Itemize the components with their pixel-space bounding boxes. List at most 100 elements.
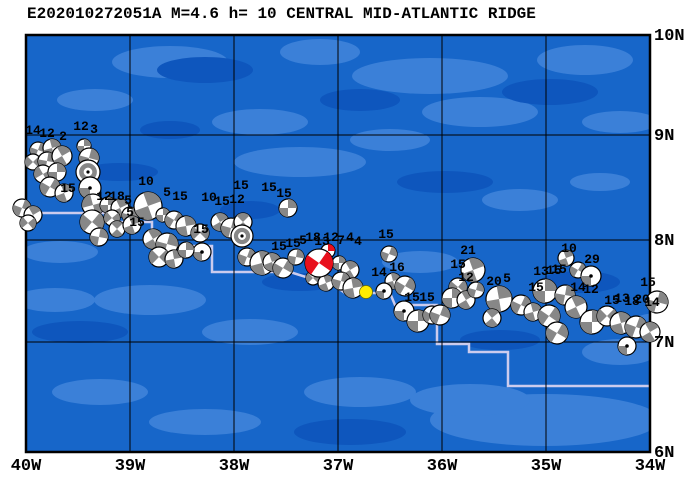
beachball-quadrant [250,263,266,275]
depth-label: 15 [261,180,277,195]
depth-label: 7 [337,233,345,248]
beachball [485,285,513,313]
depth-label: 15 [129,215,145,230]
beachball [190,223,210,243]
beachball-quadrant [318,283,329,291]
latitude-label: 9N [654,127,674,146]
beachball-quadrant [571,296,586,307]
beachball [380,245,398,263]
beachball-quadrant [100,205,108,213]
beachball-quadrant [193,252,202,261]
beachball-quadrant [468,287,476,298]
bathymetry-dark-patch [32,321,128,343]
bathymetry-light-patch [149,409,261,435]
beachball [429,304,451,326]
epicenter-marker [359,285,373,299]
beachball [537,304,561,328]
depth-label: 15 [419,290,435,305]
depth-label: 4 [354,234,362,249]
longitude-label: 34W [635,457,666,476]
depth-label: 15 [450,257,466,272]
beachball-quadrant [394,311,404,321]
beachball-quadrant [565,285,575,297]
beachball-quadrant [486,309,499,318]
longitude-label: 40W [11,457,42,476]
bathymetry-dark-patch [220,201,280,219]
bathymetry-light-patch [582,111,650,133]
highlight-beachball [304,248,334,278]
beachball-quadrant [423,310,432,323]
bathymetry-dark-patch [140,121,200,139]
longitude-label: 37W [323,457,354,476]
beachball-quadrant [82,194,93,208]
bathymetry-light-patch [234,147,366,177]
beachball-quadrant [13,204,22,217]
beachball-quadrant [178,250,186,258]
beachball [580,265,602,287]
beachball-quadrant [40,182,50,196]
beachball [639,321,661,343]
beachball-quadrant [191,226,200,240]
beachball-quadrant [236,213,250,222]
beachball-quadrant [288,255,296,265]
beachball [557,249,575,267]
beachball-quadrant [332,278,341,290]
bathymetry-dark-patch [157,57,253,83]
depth-label: 13 [533,264,549,279]
depth-label: 14 [644,295,660,310]
beachball [122,215,142,235]
beachball-quadrant [167,233,178,247]
beachball [278,198,298,218]
bathymetry-light-patch [482,189,558,211]
beachball-quadrant [618,346,627,355]
depth-label: 15 [214,194,230,209]
bathymetry-light-patch [382,251,458,273]
beachball [394,275,416,297]
bathymetry-light-patch [280,39,360,65]
beachball-quadrant [143,192,162,206]
beachball-ring [233,227,251,245]
longitude-label: 35W [531,457,562,476]
beachball-quadrant [99,228,108,239]
beachball-quadrant [389,246,397,257]
depth-label: 16 [389,260,405,275]
beachball-quadrant [345,261,358,270]
beachball-quadrant [90,235,99,246]
beachball-quadrant [116,199,129,208]
depth-label: 15 [604,293,620,308]
beachball [617,336,637,356]
bathymetry-light-patch [422,97,538,127]
longitude-label: 39W [115,457,146,476]
depth-label: 20 [634,292,650,307]
bathymetry-light-patch [212,109,308,135]
beachball-dot [625,344,629,348]
depth-label: 14 [570,280,586,295]
beachball-quadrant [34,166,43,179]
depth-label: 12 [458,270,474,285]
beachball-quadrant [263,262,276,271]
beachball-quadrant [549,306,560,323]
beachball-quadrant [279,208,288,217]
bathymetry-dark-patch [320,89,400,111]
beachball-quadrant [458,280,467,293]
beachball-quadrant [440,305,450,319]
beachball-dot [200,250,204,254]
depth-label: 15 [546,263,562,278]
beachball-quadrant [395,281,405,295]
beachball-quadrant [645,322,659,332]
beachball-quadrant [530,303,542,312]
longitude-label: 36W [427,457,458,476]
latitude-label: 6N [654,444,674,463]
beachball [482,308,502,328]
beachball-quadrant [580,322,592,334]
beachball-quadrant [381,251,389,262]
beachball-quadrant [49,139,61,148]
beachball-quadrant [442,298,452,308]
beachball-quadrant [557,323,568,339]
bathymetry-light-patch [350,129,430,151]
beachball-quadrant [407,321,418,332]
depth-label: 12 [323,230,339,245]
map-frame [24,33,652,454]
